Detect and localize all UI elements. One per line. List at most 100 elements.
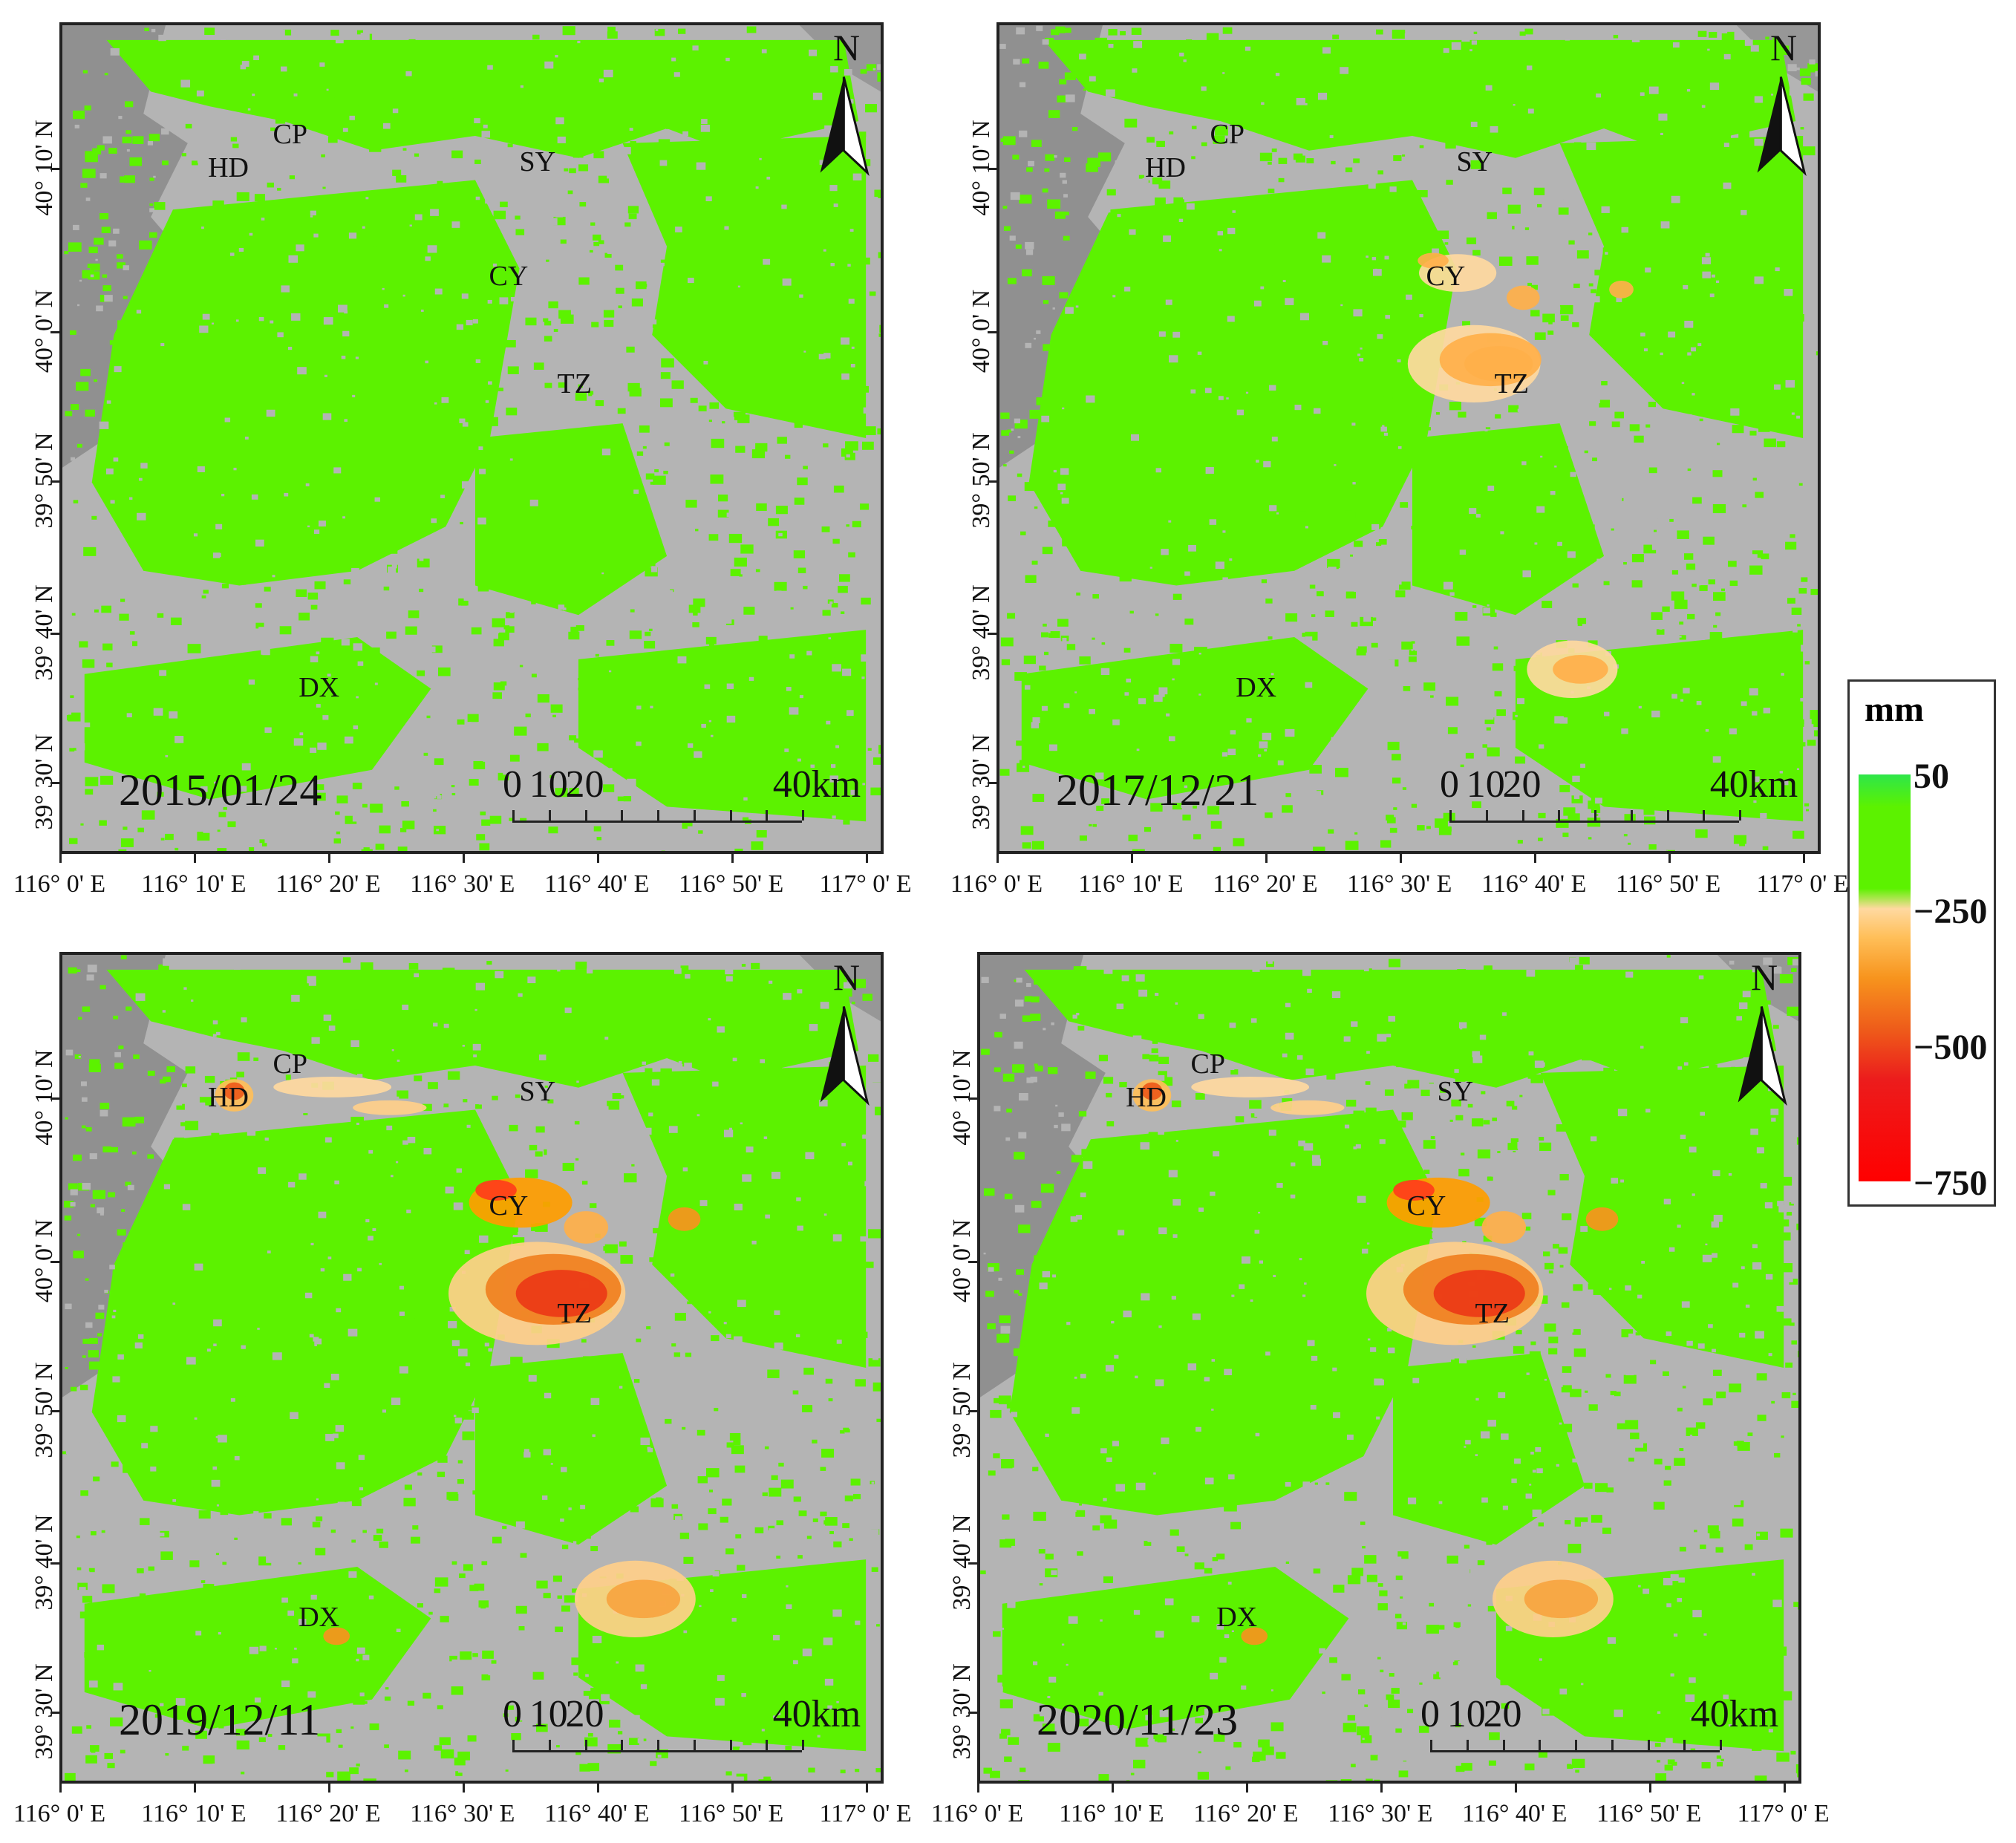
longitude-tick [1265,854,1268,863]
longitude-label: 116° 50' E [1596,1800,1702,1827]
deformation-map [980,955,1798,1781]
latitude-tick [968,1260,977,1263]
legend-value-min: −750 [1914,1164,1988,1203]
scale-tick [766,810,769,821]
scale-tick [1466,1740,1469,1750]
place-label-hd: HD [208,1082,249,1113]
scale-tick [1594,810,1596,821]
scale-tick [584,1740,587,1750]
latitude-tick [988,168,996,170]
longitude-tick [462,854,465,863]
place-label-dx: DX [1236,672,1277,703]
longitude-tick [1245,1784,1248,1793]
longitude-tick [1648,1784,1651,1793]
north-arrow-right [842,76,870,177]
subsidence-zone-cy [1418,252,1449,269]
acquisition-date: 2017/12/21 [1056,766,1259,815]
stable-speckle [64,26,881,851]
place-label-hd: HD [1145,152,1186,183]
place-label-cy: CY [489,260,529,292]
latitude-tick [50,1410,59,1413]
place-label-dx: DX [1216,1602,1258,1633]
scale-tick [693,810,696,821]
subsidence-zone-cy [475,1180,517,1201]
scale-bar [1449,821,1739,823]
scale-tick [512,1740,515,1750]
scale-tick [1611,1740,1614,1750]
acquisition-date: 2015/01/24 [119,766,322,815]
longitude-label: 116° 30' E [1347,870,1452,898]
north-arrow [1738,1006,1787,1106]
scale-tick [548,810,551,821]
scale-tick [621,810,624,821]
scale-label: 0 [503,1693,522,1735]
scale-tick [1449,810,1452,821]
scale-tick [729,810,732,821]
subsidence-zone-cy [1585,1207,1619,1231]
deformation-map [999,25,1818,851]
place-label-dx: DX [299,1602,340,1633]
latitude-tick [968,1562,977,1565]
stable-speckle [62,955,881,1781]
longitude-tick [596,1784,599,1793]
stable-area [622,1065,867,1368]
place-label-sy: SY [519,146,556,178]
subsidence-zone-cy [1609,280,1634,299]
scale-label: 10 [529,763,568,806]
scale-label: 10 [529,1693,568,1735]
subsidence-zone-hd [1141,1082,1163,1100]
longitude-tick [462,1784,465,1793]
north-arrow-left [820,1006,844,1103]
place-label-hd: HD [1126,1082,1167,1113]
scale-tick [1485,810,1488,821]
subsidence-zone-southeast [1524,1579,1599,1619]
subsidence-zone-southeast [1553,654,1608,684]
place-label-cy: CY [1426,260,1466,292]
map-panel-2019: N HD CP SY CY TZ DX 2019/12/11 0 10 20 40km 116° 0' … [0,930,921,1843]
place-label-tz: TZ [557,368,592,400]
longitude-label: 116° 20' E [1193,1800,1299,1827]
deformation-map [62,955,881,1781]
longitude-tick [59,854,62,863]
subsidence-zone-cp [1191,1077,1310,1097]
longitude-tick [1130,854,1133,863]
subsidence-zone-cp [273,1077,392,1097]
latitude-tick [50,781,59,784]
subsidence-zone-hd [224,1082,245,1100]
latitude-tick [968,1711,977,1714]
scale-tick [1502,1740,1505,1750]
longitude-label: 117° 0' E [1737,1800,1830,1827]
longitude-label: 116° 0' E [950,870,1043,898]
scale-tick [1630,810,1633,821]
north-arrow-left [1738,1006,1762,1103]
scale-tick [1647,1740,1650,1750]
subsidence-zone-tz [1433,1270,1525,1317]
terrain-hillshade [62,25,195,468]
latitude-tick [50,1097,59,1100]
deformation-map [62,25,881,851]
longitude-label: 116° 20' E [1213,870,1318,898]
latitude-tick [988,633,996,636]
longitude-tick [59,1784,62,1793]
scale-label: 20 [565,763,604,806]
place-label-cp: CP [273,119,308,151]
scale-tick [1720,1740,1722,1750]
scale-label: 0 [503,763,522,806]
north-label: N [1770,27,1798,68]
scale-tick [766,1740,769,1750]
north-arrow-right [1760,1006,1787,1106]
longitude-label: 116° 20' E [275,870,381,898]
scale-tick [1521,810,1524,821]
longitude-label: 116° 0' E [13,870,106,898]
legend-value-max: 50 [1914,757,1949,796]
scale-tick [1430,1740,1432,1750]
subsidence-zone-cp [353,1100,427,1115]
longitude-label: 116° 50' E [679,1800,784,1827]
latitude-tick [50,1711,59,1714]
longitude-tick [977,1784,979,1793]
latitude-tick [50,633,59,636]
longitude-label: 116° 40' E [544,870,650,898]
longitude-tick [193,1784,196,1793]
scale-tick [1683,1740,1686,1750]
place-label-cy: CY [489,1190,529,1221]
